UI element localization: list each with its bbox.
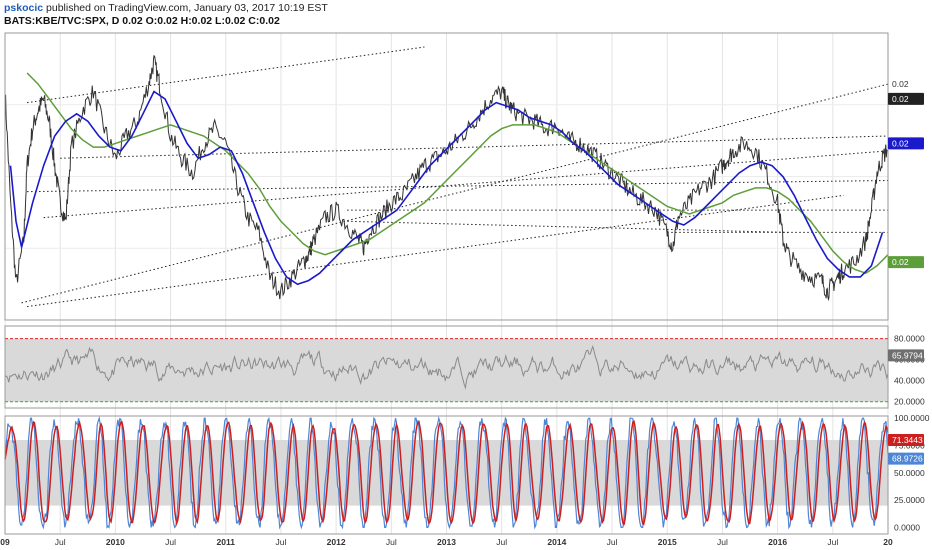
value-tag-label: 0.02 — [892, 257, 909, 267]
x-tick-label: Jul — [386, 537, 397, 547]
rsi-panel[interactable] — [4, 338, 889, 403]
x-tick-label: Jul — [827, 537, 838, 547]
trend-line — [27, 180, 889, 193]
stoch-tick-label: 25.0000 — [894, 495, 925, 505]
y-axis: 80.000060.000040.000020.0000100.000075.0… — [894, 334, 930, 533]
trend-line — [27, 46, 425, 104]
value-tag — [888, 137, 924, 150]
chart-header: pskocic published on TradingView.com, Ja… — [4, 2, 328, 28]
value-tag — [888, 349, 924, 362]
x-tick-label: Jul — [165, 537, 176, 547]
panel-frame — [4, 415, 889, 535]
x-tick-label: Jul — [496, 537, 507, 547]
value-tag-label: 0.02 — [892, 138, 909, 148]
value-tag-label: 68.9726 — [892, 454, 923, 464]
x-tick-label: 2016 — [768, 537, 787, 547]
sma-fast-series — [9, 90, 884, 286]
x-tick-label: 2014 — [547, 537, 566, 547]
price-panel[interactable] — [4, 46, 889, 308]
x-tick-label: 2013 — [437, 537, 456, 547]
value-tag-label: 0.02 — [892, 79, 909, 89]
trend-lines — [21, 46, 889, 308]
x-tick-label: Jul — [717, 537, 728, 547]
stoch-tick-label: 100.0000 — [894, 413, 930, 423]
x-tick-label: Jul — [607, 537, 618, 547]
symbol-label[interactable]: BATS:KBE/TVC:SPX, D — [4, 15, 120, 27]
value-tag — [888, 434, 924, 447]
x-tick-label: 2015 — [658, 537, 677, 547]
sma-slow-series — [26, 72, 889, 275]
value-tag-label: 65.9794 — [892, 350, 923, 360]
trend-line — [27, 194, 844, 308]
value-tag — [888, 92, 924, 105]
stochastic-d-series — [4, 420, 889, 526]
panel-frames — [4, 32, 889, 535]
rsi-tick-label: 40.0000 — [894, 376, 925, 386]
value-tags: 0.02 0.02 0.02 0.02 65.9794 71.3443 68.9726 — [888, 79, 924, 465]
x-tick-label: 20 — [883, 537, 893, 547]
x-axis: 09 Jul 2010 Jul 2011 Jul 2012 Jul 2013 Jul 2014 Jul… — [0, 537, 893, 547]
value-tag — [888, 256, 924, 269]
panel-frame — [4, 325, 889, 409]
stoch-tick-label: 0.0000 — [894, 522, 920, 532]
price-series — [4, 54, 888, 302]
rsi-tick-label: 20.0000 — [894, 397, 925, 407]
x-tick-label: 2010 — [106, 537, 125, 547]
stochastic-k-series — [4, 415, 889, 530]
trend-line — [43, 150, 889, 219]
value-tag-label: 71.3443 — [892, 435, 923, 445]
author-link[interactable]: pskocic — [4, 2, 44, 14]
value-tag-label: 0.02 — [892, 94, 909, 104]
x-tick-label: 2012 — [327, 537, 346, 547]
value-tag — [888, 452, 924, 465]
rsi-series — [4, 345, 889, 390]
stochastic-panel[interactable] — [4, 415, 889, 530]
published-text: published on TradingView.com, January 03… — [46, 2, 328, 14]
x-tick-label: 09 — [0, 537, 10, 547]
ohlc-readout: 0.02 O:0.02 H:0.02 L:0.02 C:0.02 — [122, 15, 280, 27]
trend-line — [21, 83, 889, 304]
rsi-tick-label: 80.0000 — [894, 334, 925, 344]
x-tick-label: Jul — [55, 537, 66, 547]
trend-line — [347, 220, 789, 233]
x-tick-label: Jul — [276, 537, 287, 547]
stoch-tick-label: 50.0000 — [894, 468, 925, 478]
x-tick-label: 2011 — [217, 537, 236, 547]
panel-frame — [4, 32, 889, 321]
